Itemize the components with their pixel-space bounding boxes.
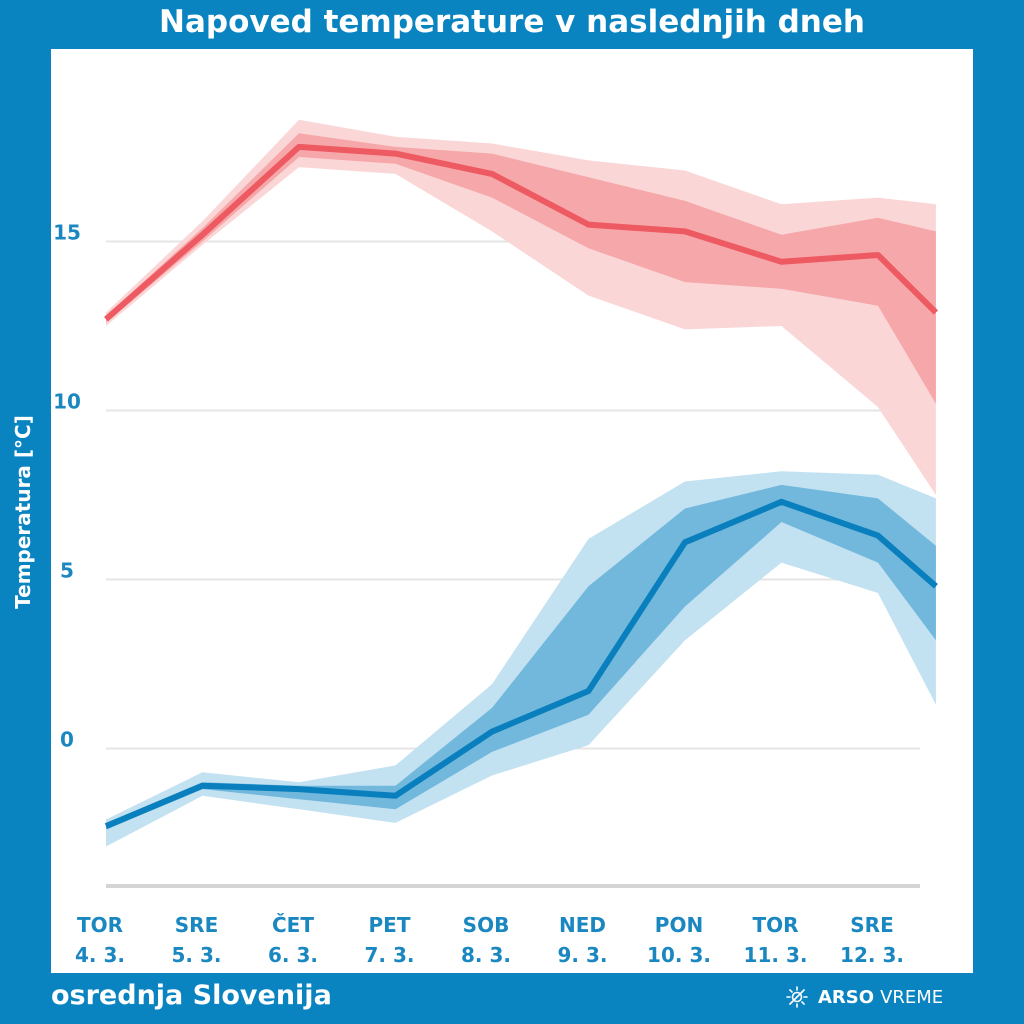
region-label: osrednja Slovenija xyxy=(51,980,332,1011)
x-tick-day: SRE xyxy=(850,913,893,937)
y-tick-label: 0 xyxy=(60,728,74,752)
x-tick-day: SOB xyxy=(463,913,510,937)
y-tick-label: 10 xyxy=(53,390,81,414)
min-inner-band xyxy=(106,484,936,830)
y-axis-label: Temperatura [°C] xyxy=(11,415,35,609)
x-tick-date: 11. 3. xyxy=(744,943,808,967)
min-temperature-line xyxy=(104,498,938,829)
x-tick-day: TOR xyxy=(77,913,123,937)
x-tick-day: ČET xyxy=(272,913,314,937)
axis-ticks: 0 5 10 15 TOR 4. 3. SRE 5. 3. ČET 6. 3. PET 7. 3. SO… xyxy=(53,221,904,968)
x-tick-date: 6. 3. xyxy=(268,943,318,967)
x-tick-date: 4. 3. xyxy=(75,943,125,967)
x-tick-date: 12. 3. xyxy=(840,943,904,967)
x-tick-date: 7. 3. xyxy=(365,943,415,967)
max-outer-band xyxy=(106,119,936,496)
chart-title: Napoved temperature v naslednjih dneh xyxy=(159,4,865,40)
x-tick-day: PON xyxy=(655,913,703,937)
x-tick-date: 8. 3. xyxy=(461,943,511,967)
max-temperature-line xyxy=(104,143,939,322)
x-tick-date: 10. 3. xyxy=(647,943,711,967)
brand-logo: ARSO VREME xyxy=(786,986,943,1008)
x-tick-date: 5. 3. xyxy=(172,943,222,967)
brand-suffix: VREME xyxy=(880,986,944,1008)
max-inner-band xyxy=(106,133,936,404)
uncertainty-bands xyxy=(106,119,936,847)
y-tick-label: 5 xyxy=(60,559,74,583)
x-tick-day: NED xyxy=(559,913,606,937)
series-lines xyxy=(104,143,939,829)
x-tick-date: 9. 3. xyxy=(558,943,608,967)
y-tick-label: 15 xyxy=(53,221,81,245)
sun-icon xyxy=(786,986,808,1008)
x-tick-day: SRE xyxy=(175,913,218,937)
x-tick-day: PET xyxy=(369,913,411,937)
brand-name: ARSO xyxy=(818,986,875,1008)
x-tick-day: TOR xyxy=(752,913,798,937)
